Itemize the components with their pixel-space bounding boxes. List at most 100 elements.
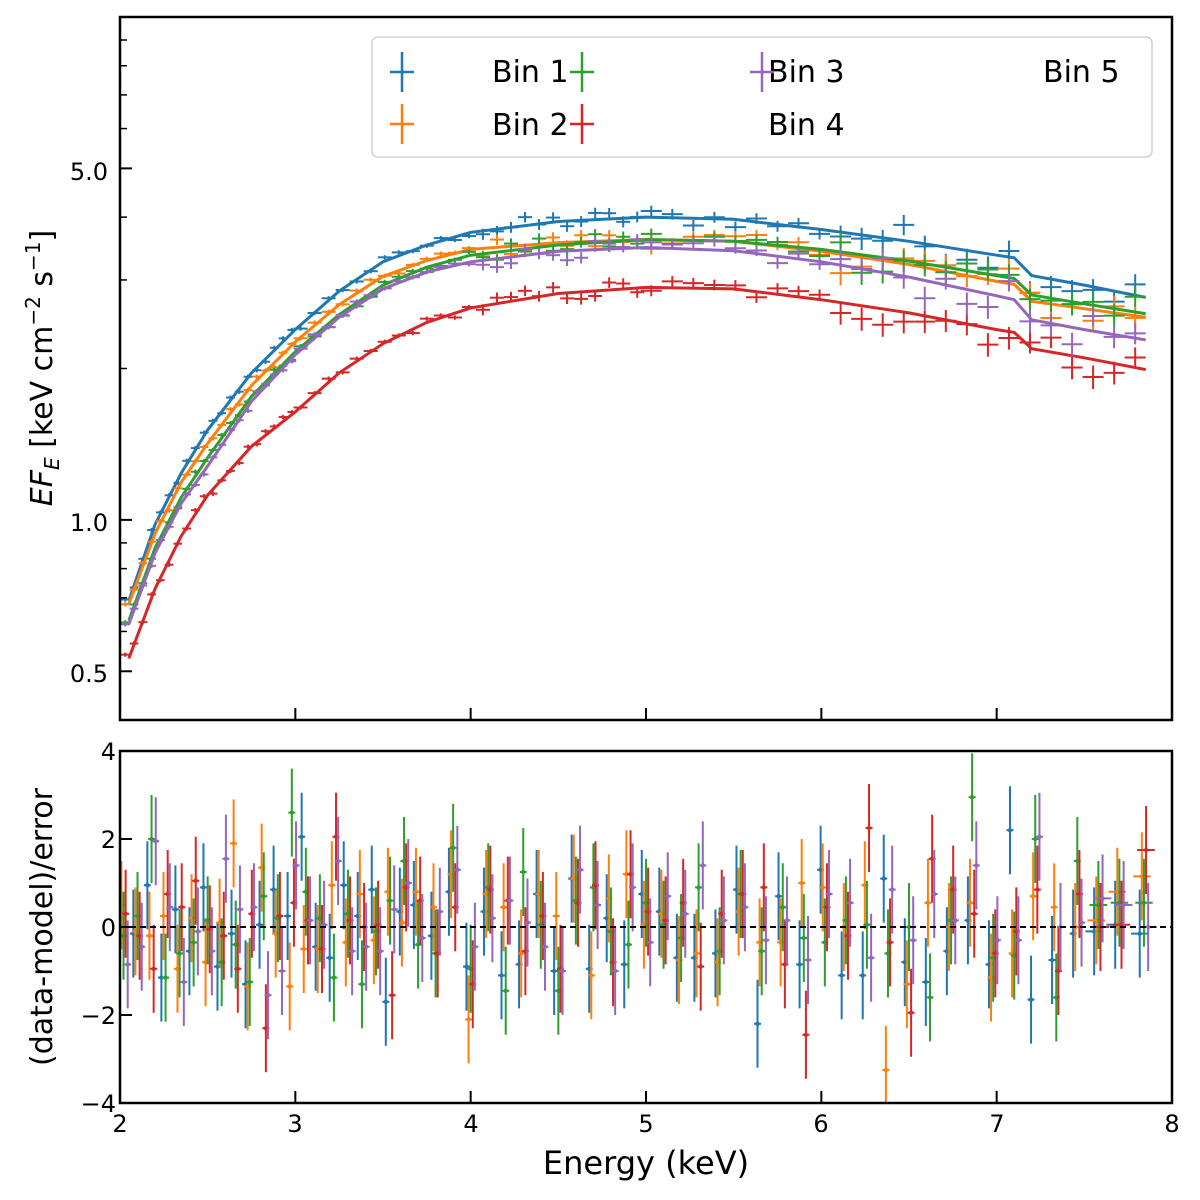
residual-marker <box>680 900 686 905</box>
residual-marker <box>1054 995 1059 1000</box>
residual-marker <box>247 979 252 985</box>
residual-marker <box>713 951 718 956</box>
residual-marker <box>538 922 543 927</box>
legend-marker-bin-5 <box>750 52 774 92</box>
residual-point <box>1027 955 1035 1044</box>
residual-marker <box>1139 874 1145 879</box>
residual-marker <box>437 909 443 914</box>
spectrum-data-point <box>682 237 704 249</box>
residual-marker <box>159 975 164 980</box>
residual-marker <box>866 825 872 831</box>
residual-marker <box>397 909 403 914</box>
residual-marker <box>927 995 933 1000</box>
residual-point <box>1014 896 1022 985</box>
residual-marker <box>221 933 226 938</box>
residuals-ytick-label-minus-4: −4 <box>81 1090 116 1118</box>
residual-marker <box>1100 896 1105 901</box>
residual-point <box>284 872 292 960</box>
residual-point <box>519 828 527 916</box>
residual-point <box>664 852 672 941</box>
residual-marker <box>303 889 309 894</box>
residual-marker <box>181 979 187 985</box>
spectrum-series-bin-2 <box>120 229 1146 607</box>
spectrum-data-point <box>120 622 130 627</box>
residual-point <box>1035 792 1043 881</box>
residual-point <box>646 898 654 987</box>
residual-marker <box>843 918 849 923</box>
residual-marker <box>279 968 285 974</box>
residual-marker <box>203 960 208 965</box>
spectrum-data-point <box>602 238 617 250</box>
spectrum-data-point <box>461 249 476 254</box>
residual-marker <box>229 931 234 936</box>
residual-point <box>909 896 917 985</box>
residual-marker <box>1075 858 1080 864</box>
spectrum-ytick-label-0-5: 0.5 <box>70 660 108 688</box>
spectrum-panel: 0.5 1.0 5.0 EFE [keV cm−2 s−1] Bin 1 Bin… <box>21 15 1174 722</box>
residual-marker <box>299 834 304 839</box>
residual-point <box>699 821 707 910</box>
residual-point <box>825 850 833 938</box>
residual-marker <box>277 913 283 919</box>
residual-marker <box>187 949 192 954</box>
residual-marker <box>435 951 440 956</box>
spectrum-data-point <box>616 278 631 289</box>
residual-point <box>629 843 637 932</box>
residual-point <box>1031 795 1039 883</box>
residual-marker <box>450 845 456 850</box>
spectrum-data-point <box>602 277 617 288</box>
residual-point <box>390 865 398 954</box>
residual-marker <box>215 964 220 969</box>
residual-marker <box>383 999 389 1004</box>
residual-marker <box>223 856 229 861</box>
residual-point <box>951 876 959 965</box>
residual-point <box>846 858 854 947</box>
residual-marker <box>1137 931 1142 936</box>
residual-point <box>922 938 930 1026</box>
residual-point <box>754 979 762 1068</box>
spectrum-data-point <box>1103 361 1125 385</box>
residual-point <box>972 821 980 910</box>
residual-point <box>471 902 479 991</box>
residual-marker <box>805 957 811 963</box>
spectrum-data-point <box>682 219 704 232</box>
residual-marker <box>245 984 250 989</box>
residual-marker <box>624 872 629 877</box>
residual-marker <box>868 955 874 960</box>
residual-series-bin-1 <box>120 786 1149 1068</box>
residual-marker <box>488 887 493 892</box>
residual-point <box>867 913 875 1002</box>
residual-marker <box>663 918 668 923</box>
residual-point <box>453 825 461 914</box>
residual-marker <box>950 887 956 892</box>
residual-marker <box>271 887 276 892</box>
residual-marker <box>347 918 353 923</box>
residual-point <box>537 880 545 969</box>
residual-marker <box>645 909 651 914</box>
residual-marker <box>319 946 325 952</box>
residual-marker <box>481 909 487 914</box>
residual-point <box>152 797 160 886</box>
spectrum-data-point <box>630 234 645 245</box>
legend-marker-bin-2 <box>390 104 414 144</box>
xtick-label-3: 3 <box>287 1110 302 1138</box>
spectrum-data-point <box>120 602 130 607</box>
residual-marker <box>1007 828 1013 833</box>
residual-marker <box>639 891 644 897</box>
spectrum-x-axis-ticks <box>119 708 1173 720</box>
residual-marker <box>392 907 397 912</box>
spectrum-data-point <box>851 307 873 331</box>
residual-marker <box>595 902 600 908</box>
residual-marker <box>237 907 243 912</box>
residuals-ytick-labels: −4 −2 0 2 4 <box>81 738 116 1118</box>
residual-marker <box>908 1010 914 1015</box>
residual-marker <box>864 922 870 927</box>
residual-marker <box>406 880 411 886</box>
residual-marker <box>501 905 506 910</box>
residual-point <box>276 872 284 960</box>
spectrum-data-point <box>1124 286 1146 308</box>
residual-marker <box>1077 891 1082 897</box>
residual-point <box>550 927 558 1015</box>
spectrum-axes-frame <box>118 15 1174 722</box>
spectrum-data-point <box>640 237 662 248</box>
